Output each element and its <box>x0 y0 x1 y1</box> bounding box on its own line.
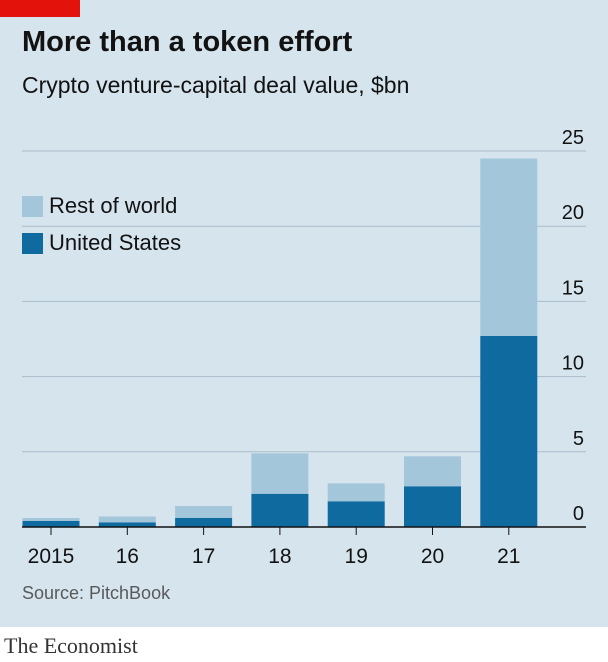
x-axis-ticks: 2015 16 17 18 19 20 21 <box>28 527 520 568</box>
y-tick-label-0: 0 <box>573 503 584 525</box>
legend: Rest of world United States <box>22 193 181 267</box>
y-tick-label-15: 15 <box>562 277 584 299</box>
chart-subtitle: Crypto venture-capital deal value, $bn <box>22 72 410 98</box>
legend-swatch-rest-of-world <box>22 195 43 217</box>
bar-united-states-19 <box>327 501 385 527</box>
bar-united-states-16 <box>98 522 156 527</box>
bar-united-states-17 <box>175 517 233 527</box>
bar-rest-of-world-20 <box>404 456 461 487</box>
y-tick-label-10: 10 <box>562 353 584 375</box>
x-tick-label-2015: 2015 <box>28 545 75 568</box>
bar-united-states-20 <box>404 486 461 527</box>
bar-rest-of-world-17 <box>175 505 233 518</box>
bar-united-states-2015 <box>22 520 80 527</box>
brand-red-tag <box>0 0 80 17</box>
bar-united-states-18 <box>251 493 309 527</box>
x-tick-label-16: 16 <box>116 545 139 568</box>
legend-label-united-states: United States <box>49 230 182 255</box>
bar-rest-of-world-2015 <box>22 517 80 521</box>
bar-united-states-21 <box>480 335 538 527</box>
source-note: Source: PitchBook <box>22 583 171 603</box>
y-tick-label-25: 25 <box>562 127 584 149</box>
x-tick-label-17: 17 <box>192 545 215 568</box>
x-tick-label-19: 19 <box>345 545 368 568</box>
legend-swatch-united-states <box>22 232 43 254</box>
bar-rest-of-world-19 <box>327 483 385 502</box>
bar-rest-of-world-21 <box>480 158 538 336</box>
publisher-logo: The Economist <box>4 633 138 658</box>
x-tick-label-21: 21 <box>497 545 520 568</box>
y-tick-label-20: 20 <box>562 202 584 224</box>
bars <box>22 158 538 527</box>
legend-item-united-states: United States <box>22 230 181 256</box>
x-tick-label-20: 20 <box>421 545 444 568</box>
legend-item-rest-of-world: Rest of world <box>22 193 181 219</box>
legend-label-rest-of-world: Rest of world <box>49 193 178 218</box>
bar-rest-of-world-18 <box>251 453 309 494</box>
y-axis-ticks: 0 5 10 15 20 25 <box>562 127 584 525</box>
x-tick-label-18: 18 <box>268 545 291 568</box>
y-tick-label-5: 5 <box>573 428 584 450</box>
chart-title: More than a token effort <box>22 26 353 58</box>
chart-svg: 0 5 10 15 20 25 2015 16 17 18 19 20 21 <box>22 127 586 568</box>
bar-rest-of-world-16 <box>98 516 156 523</box>
